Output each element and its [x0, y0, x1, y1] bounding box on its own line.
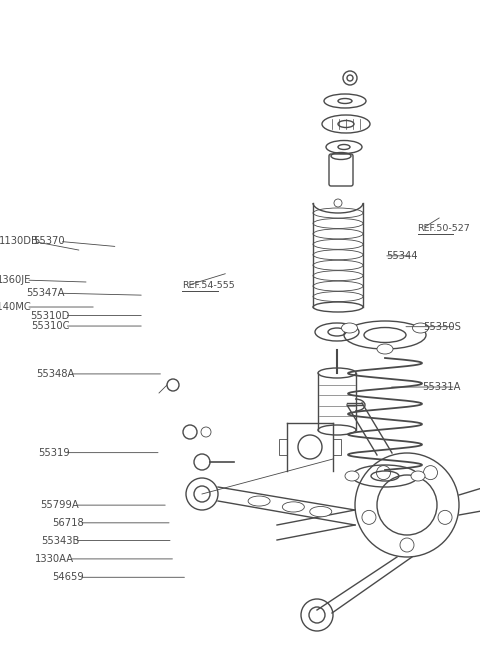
Text: REF.50-527: REF.50-527	[418, 224, 470, 233]
Text: 1360JE: 1360JE	[0, 275, 31, 285]
Text: 55319: 55319	[38, 447, 70, 458]
Ellipse shape	[248, 496, 270, 506]
Text: 55799A: 55799A	[40, 500, 79, 510]
Text: 55347A: 55347A	[26, 288, 65, 298]
Text: 55350S: 55350S	[423, 321, 461, 332]
Bar	[333, 439, 341, 455]
Text: 55343B: 55343B	[41, 535, 79, 546]
Ellipse shape	[377, 344, 393, 354]
Text: 1130DB: 1130DB	[0, 236, 38, 247]
Ellipse shape	[282, 502, 304, 512]
Text: 1330AA: 1330AA	[35, 554, 74, 564]
Ellipse shape	[411, 471, 425, 481]
Text: 1140MC: 1140MC	[0, 302, 31, 312]
Text: 55331A: 55331A	[422, 382, 461, 392]
Text: REF.54-555: REF.54-555	[182, 281, 235, 290]
Ellipse shape	[310, 506, 332, 517]
Text: 55310D: 55310D	[30, 310, 70, 321]
Text: 55348A: 55348A	[36, 369, 74, 379]
Text: 55310C: 55310C	[31, 321, 70, 331]
Ellipse shape	[341, 323, 358, 333]
Text: 56718: 56718	[52, 518, 84, 528]
Text: 55344: 55344	[386, 251, 418, 261]
Text: 54659: 54659	[52, 572, 84, 583]
Ellipse shape	[412, 323, 429, 333]
Ellipse shape	[345, 471, 359, 481]
Text: 55370: 55370	[33, 236, 65, 247]
Bar	[279, 439, 287, 455]
